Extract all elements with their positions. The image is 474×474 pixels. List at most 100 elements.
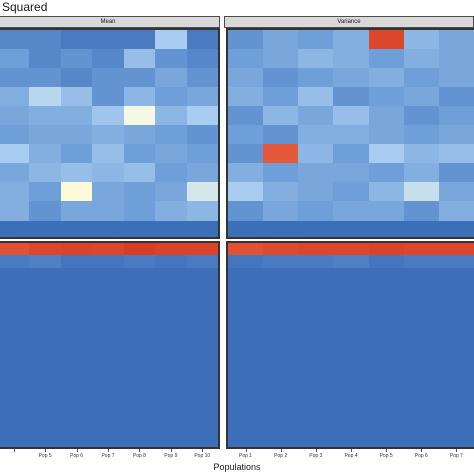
heatmap-cell [92, 182, 125, 202]
heatmap-cell [155, 30, 188, 50]
heatmap-cell [123, 68, 156, 88]
heatmap-cell [0, 68, 30, 88]
x-tick-label: Pop 4 [344, 453, 358, 459]
heatmap-cell [438, 243, 474, 256]
heatmap-cell [186, 30, 219, 50]
heatmap-cell [438, 49, 474, 69]
heatmap-cell [263, 163, 299, 183]
heatmap-cell [186, 163, 219, 183]
heatmap-cell [228, 243, 264, 256]
heatmap-cell [92, 243, 125, 256]
facet-label-mean: Mean [100, 19, 116, 25]
heatmap-cell [92, 87, 125, 107]
heatmap-panel-variance-bottom [226, 241, 474, 449]
x-tick-mark [139, 449, 141, 452]
heatmap-cell [438, 106, 474, 126]
x-tick-mark [456, 449, 458, 452]
heatmap-cell [0, 182, 30, 202]
figure-title: Squared [2, 0, 48, 14]
heatmap-cell [60, 68, 93, 88]
heatmap-cell [155, 125, 188, 145]
heatmap-cell [228, 163, 264, 183]
heatmap-cell [368, 106, 405, 126]
heatmap-cell [186, 49, 219, 69]
heatmap-cell [60, 49, 93, 69]
heatmap-cell [403, 106, 440, 126]
heatmap-cell [155, 201, 188, 221]
heatmap-cell [92, 163, 125, 183]
heatmap-cell [298, 144, 334, 164]
heatmap-cell [368, 87, 405, 107]
heatmap-cell [263, 201, 299, 221]
heatmap-cell [228, 125, 264, 145]
heatmap-cell [298, 68, 334, 88]
heatmap-cell [333, 87, 370, 107]
heatmap-cell [333, 68, 370, 88]
heatmap-cell [228, 201, 264, 221]
x-tick-mark [76, 449, 78, 452]
x-tick-label: Pop 5 [38, 453, 52, 459]
heatmap-cell [155, 87, 188, 107]
heatmap-panel-variance-top [226, 28, 474, 239]
heatmap-cell [123, 87, 156, 107]
heatmap-cell [29, 144, 62, 164]
x-tick-mark [351, 449, 352, 452]
heatmap-cell [92, 201, 125, 221]
heatmap-cell [0, 255, 30, 268]
heatmap-cell [60, 255, 93, 268]
heatmap-cell [333, 182, 370, 202]
heatmap-panel-mean-bottom [0, 241, 220, 449]
heatmap-cell [155, 68, 188, 88]
heatmap-cell [60, 243, 93, 256]
heatmap-cell [29, 201, 62, 221]
heatmap-cell [92, 144, 125, 164]
heatmap-cell [186, 201, 219, 221]
heatmap-cell [186, 255, 219, 268]
heatmap-cell [438, 182, 474, 202]
heatmap-cell [403, 87, 440, 107]
heatmap-cell [123, 182, 156, 202]
heatmap-cell [438, 201, 474, 221]
heatmap-panel-mean-top [0, 28, 220, 239]
heatmap-cell [123, 144, 156, 164]
facet-label-variance: Variance [337, 19, 361, 25]
heatmap-cell [368, 201, 405, 221]
heatmap-cell [228, 182, 264, 202]
heatmap-cell [123, 243, 156, 256]
heatmap-cell [263, 30, 299, 50]
heatmap-cell [298, 87, 334, 107]
heatmap-cell [263, 106, 299, 126]
heatmap-cell [298, 255, 334, 268]
heatmap-cell [228, 68, 264, 88]
heatmap-cell [0, 163, 30, 183]
heatmap-cell [60, 144, 93, 164]
heatmap-cell [92, 125, 125, 145]
heatmap-cell [263, 87, 299, 107]
heatmap-cell [186, 182, 219, 202]
heatmap-cell [368, 49, 405, 69]
heatmap-cell [0, 144, 30, 164]
heatmap-cell [29, 87, 62, 107]
heatmap-cell [333, 144, 370, 164]
heatmap-cell [403, 125, 440, 145]
heatmap-cell [438, 30, 474, 50]
heatmap-cell [333, 201, 370, 221]
heatmap-cell [403, 201, 440, 221]
heatmap-cell [403, 68, 440, 88]
heatmap-cell [403, 243, 440, 256]
heatmap-cell [438, 163, 474, 183]
heatmap-cell [29, 68, 62, 88]
x-tick-mark [245, 449, 247, 452]
heatmap-cell [60, 163, 93, 183]
heatmap-cell [186, 87, 219, 107]
x-tick-mark [386, 449, 388, 452]
heatmap-cell [438, 87, 474, 107]
heatmap-cell [368, 68, 405, 88]
heatmap-cell [368, 125, 405, 145]
x-tick-mark [280, 449, 282, 452]
heatmap-cell [298, 163, 334, 183]
heatmap-cell [60, 182, 93, 202]
x-tick-mark [202, 449, 204, 452]
heatmap-cell [92, 106, 125, 126]
heatmap-cell [438, 255, 474, 268]
